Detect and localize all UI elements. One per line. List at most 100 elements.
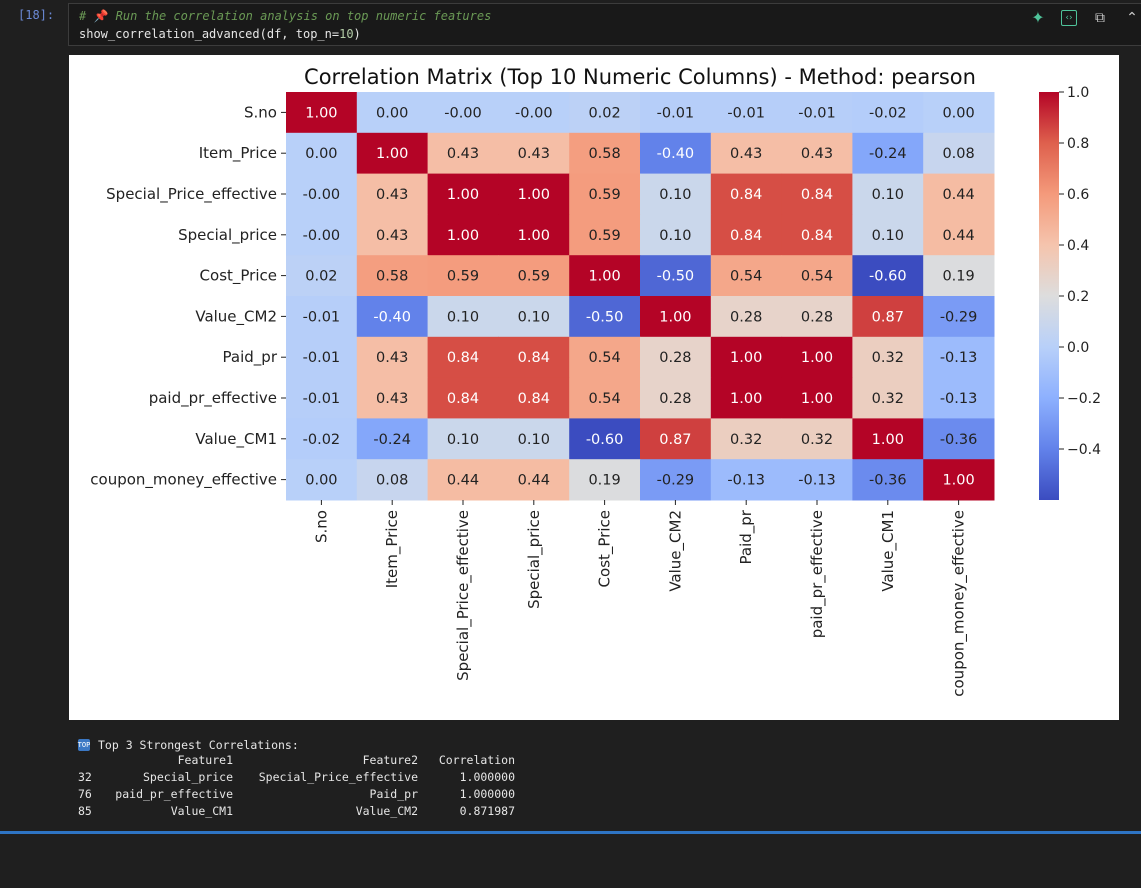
cell-value-label: 0.58 [376, 269, 408, 285]
table-row: 85 Value_CM1 Value_CM2 0.871987 [78, 804, 515, 821]
heatmap-cell [710, 92, 783, 134]
cell-value-label: 0.84 [447, 350, 479, 366]
heatmap-cell [710, 132, 783, 175]
heatmap-cell [852, 336, 924, 379]
heatmap-cell [640, 92, 712, 134]
heatmap-cell [356, 92, 429, 134]
heatmap-cell [356, 132, 429, 175]
column-header-feature1: Feature1 [177, 753, 233, 767]
cell-value-label: 1.00 [518, 228, 550, 244]
cell-value-label: -0.60 [869, 269, 907, 285]
row-index: 76 [78, 787, 92, 801]
y-tick-label: Cost_Price [200, 267, 277, 286]
row-correlation: 1.000000 [459, 770, 515, 784]
cell-value-label: -0.36 [940, 432, 978, 448]
heatmap-cell [427, 214, 499, 256]
heatmap-cell [286, 459, 358, 501]
heatmap-cell [923, 418, 995, 460]
cell-value-label: 0.43 [518, 146, 550, 162]
cell-value-label: 0.08 [942, 146, 974, 162]
cell-toolbar: ✦ ‹› ⧉ ⌃ [1029, 9, 1141, 27]
heatmap-cell [427, 377, 499, 419]
chart-title: Correlation Matrix (Top 10 Numeric Colum… [304, 65, 976, 89]
heatmap-cell [356, 336, 429, 379]
heatmap-cell [852, 377, 924, 419]
cell-value-label: -0.00 [515, 105, 553, 121]
x-tick-label: coupon_money_effective [950, 510, 969, 697]
cell-value-label: 0.44 [518, 473, 550, 489]
x-tick-label: Value_CM1 [879, 510, 898, 592]
x-tick-label: Value_CM2 [666, 510, 685, 592]
row-feature1: Value_CM1 [170, 804, 233, 818]
output-heading: TOP Top 3 Strongest Correlations: [78, 737, 299, 753]
cell-value-label: 0.87 [659, 432, 691, 448]
heatmap-cell [852, 132, 924, 175]
heatmap-cell [569, 459, 641, 501]
cell-value-label: 0.59 [518, 269, 550, 285]
cell-value-label: -0.24 [869, 146, 907, 162]
cell-value-label: -0.01 [303, 391, 341, 407]
copy-icon[interactable]: ⧉ [1095, 10, 1105, 26]
cell-value-label: -0.01 [303, 309, 341, 325]
heatmap-cell [710, 377, 783, 419]
cell-value-label: 0.10 [872, 187, 904, 203]
heatmap-cell [781, 92, 853, 134]
more-icon[interactable]: ⌃ [1126, 10, 1138, 26]
cell-value-label: 0.28 [730, 309, 762, 325]
y-tick-label: S.no [244, 103, 277, 121]
row-index: 32 [78, 770, 92, 784]
colorbar-tick-label: 0.6 [1067, 187, 1089, 203]
code-toggle-icon[interactable]: ‹› [1061, 10, 1077, 26]
status-bar [0, 831, 1141, 834]
heatmap-cell [852, 459, 924, 501]
cell-value-label: 1.00 [305, 105, 337, 121]
cell-value-label: 0.59 [588, 187, 620, 203]
heatmap-cell [356, 377, 429, 419]
heatmap-cell [640, 255, 712, 297]
table-row: 76 paid_pr_effective Paid_pr 1.000000 [78, 787, 515, 804]
cell-value-label: 1.00 [872, 432, 904, 448]
cell-value-label: 0.84 [801, 187, 833, 203]
heatmap-cell [710, 296, 783, 338]
output-text: TOP Top 3 Strongest Correlations: Featur… [78, 737, 515, 821]
y-tick-label: Special_Price_effective [106, 185, 277, 204]
cell-value-label: 0.32 [801, 432, 833, 448]
code-cell-editor[interactable]: # 📌 Run the correlation analysis on top … [68, 3, 1141, 46]
cell-value-label: 0.19 [588, 473, 620, 489]
heatmap-cell [781, 336, 853, 379]
heatmap-cell [427, 255, 499, 297]
column-header-correlation: Correlation [438, 753, 515, 767]
cell-value-label: 1.00 [730, 391, 762, 407]
heatmap-cell [286, 214, 358, 256]
cell-value-label: 0.08 [376, 473, 408, 489]
cell-value-label: 0.54 [801, 269, 833, 285]
cell-value-label: 0.10 [659, 187, 691, 203]
cell-value-label: 0.43 [376, 391, 408, 407]
heatmap-cell [923, 92, 995, 134]
row-correlation: 1.000000 [459, 787, 515, 801]
pin-icon: 📌 [93, 9, 109, 23]
heatmap-cell [498, 296, 570, 338]
y-tick-label: Value_CM1 [195, 430, 277, 449]
heatmap-cell [498, 336, 570, 379]
cell-value-label: -0.13 [940, 391, 978, 407]
cell-value-label: 0.43 [376, 350, 408, 366]
cell-value-label: -0.24 [373, 432, 411, 448]
heatmap-cell [427, 296, 499, 338]
heatmap-cell [569, 377, 641, 419]
heatmap-cell [710, 418, 783, 460]
heatmap-cell [640, 377, 712, 419]
comment-hash: # [79, 9, 94, 23]
cell-value-label: -0.29 [657, 473, 695, 489]
cell-value-label: 0.43 [801, 146, 833, 162]
cell-value-label: 0.10 [872, 228, 904, 244]
top-icon: TOP [77, 739, 91, 751]
cell-value-label: 0.43 [447, 146, 479, 162]
heatmap-cell [710, 214, 783, 256]
heatmap-cell [356, 459, 429, 501]
sparkle-icon[interactable]: ✦ [1031, 8, 1045, 27]
cell-value-label: 0.10 [447, 432, 479, 448]
heatmap-cell [427, 418, 499, 460]
x-tick-label: paid_pr_effective [808, 510, 827, 638]
row-feature2: Value_CM2 [355, 804, 418, 818]
